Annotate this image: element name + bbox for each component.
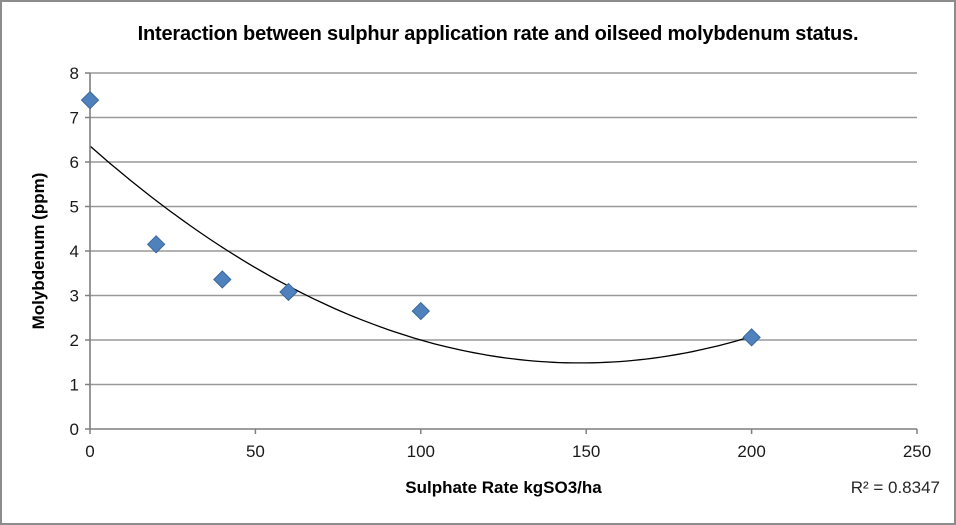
trendline-path — [89, 145, 752, 364]
x-axis-title: Sulphate Rate kgSO3/ha — [405, 478, 602, 497]
x-tick-label-200: 200 — [737, 442, 765, 461]
scatter-point-4 — [411, 301, 431, 321]
y-tick-label-0: 0 — [70, 420, 79, 439]
chart-title: Interaction between sulphur application … — [137, 23, 859, 45]
y-tick-label-4: 4 — [70, 242, 79, 261]
x-tick-label-100: 100 — [407, 442, 435, 461]
y-tick-label-8: 8 — [70, 64, 79, 83]
scatter-point-0 — [80, 90, 100, 110]
y-tick-label-1: 1 — [70, 375, 79, 394]
x-tick-label-0: 0 — [85, 442, 94, 461]
scatter-point-2 — [213, 270, 232, 289]
scatter-point-1 — [146, 235, 166, 254]
y-tick-label-5: 5 — [70, 197, 79, 216]
y-tick-label-3: 3 — [70, 286, 79, 305]
x-tick-label-50: 50 — [246, 442, 265, 461]
r-squared-label: R² = 0.8347 — [850, 478, 940, 497]
x-tick-label-150: 150 — [572, 442, 600, 461]
y-tick-label-7: 7 — [70, 108, 79, 127]
scatter-point-3 — [279, 282, 298, 302]
y-tick-label-2: 2 — [70, 331, 79, 350]
y-axis-title: Molybdenum (ppm) — [29, 172, 48, 330]
y-tick-label-6: 6 — [70, 153, 79, 172]
x-tick-label-250: 250 — [903, 442, 931, 461]
scatter-point-5 — [742, 328, 761, 347]
